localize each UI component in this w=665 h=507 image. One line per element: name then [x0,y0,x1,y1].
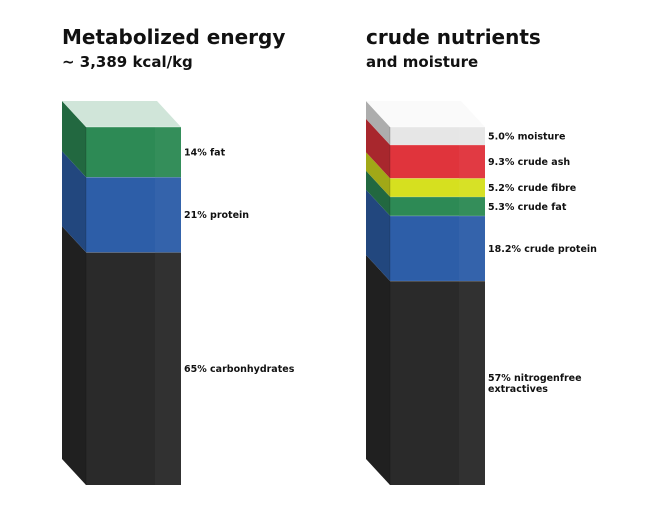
chart-2-segment-4-side [366,152,390,197]
chart-2-segment-1-side [366,254,390,485]
chart-2-segment-3-label: 5.3% crude fat [488,202,567,213]
chart-2-segment-3-highlight [459,196,485,216]
chart-1-segment-3-highlight [155,127,181,178]
chart-2-segment-1-highlight [459,280,485,485]
chart-1-segment-3-top [62,101,181,127]
chart-2-segment-5-side [366,118,390,179]
chart-2-segment-6-label: 5.0% moisture [488,131,565,142]
chart-2-segment-6-side [366,101,390,145]
chart-2-subtitle: and moisture [366,53,479,71]
chart-2-segment-6-top [366,101,485,127]
chart-1-segment-1-label: 65% carbonhydrates [184,364,295,375]
chart-2-segment-1-label: 57% nitrogenfree extractives [488,373,582,395]
chart-1-segment-3-side [62,101,86,178]
chart-2-segment-2-label: 18.2% crude protein [488,244,597,255]
chart-2-title: crude nutrients [366,25,541,49]
chart-1-segment-1-highlight [155,252,181,485]
chart-1-segment-1-side [62,226,86,486]
chart-2-segment-3-side [366,170,390,216]
chart-2-segment-4-label: 5.2% crude fibre [488,183,576,194]
chart-1-subtitle: ~ 3,389 kcal/kg [62,53,193,71]
chart-2-segment-2-side [366,189,390,281]
chart-1-title: Metabolized energy [62,25,286,49]
chart-2-segment-2-highlight [459,215,485,281]
chart-2-segment-6-highlight [459,127,485,145]
chart-2-segment-5-highlight [459,144,485,179]
chart-1-segment-2-label: 21% protein [184,210,249,221]
chart-1-segment-2-highlight [155,177,181,253]
chart-2-segment-5-label: 9.3% crude ash [488,157,570,168]
chart-1-segment-2-side [62,151,86,253]
chart-1-segment-3-label: 14% fat [184,148,226,159]
chart-2-segment-4-highlight [459,178,485,197]
